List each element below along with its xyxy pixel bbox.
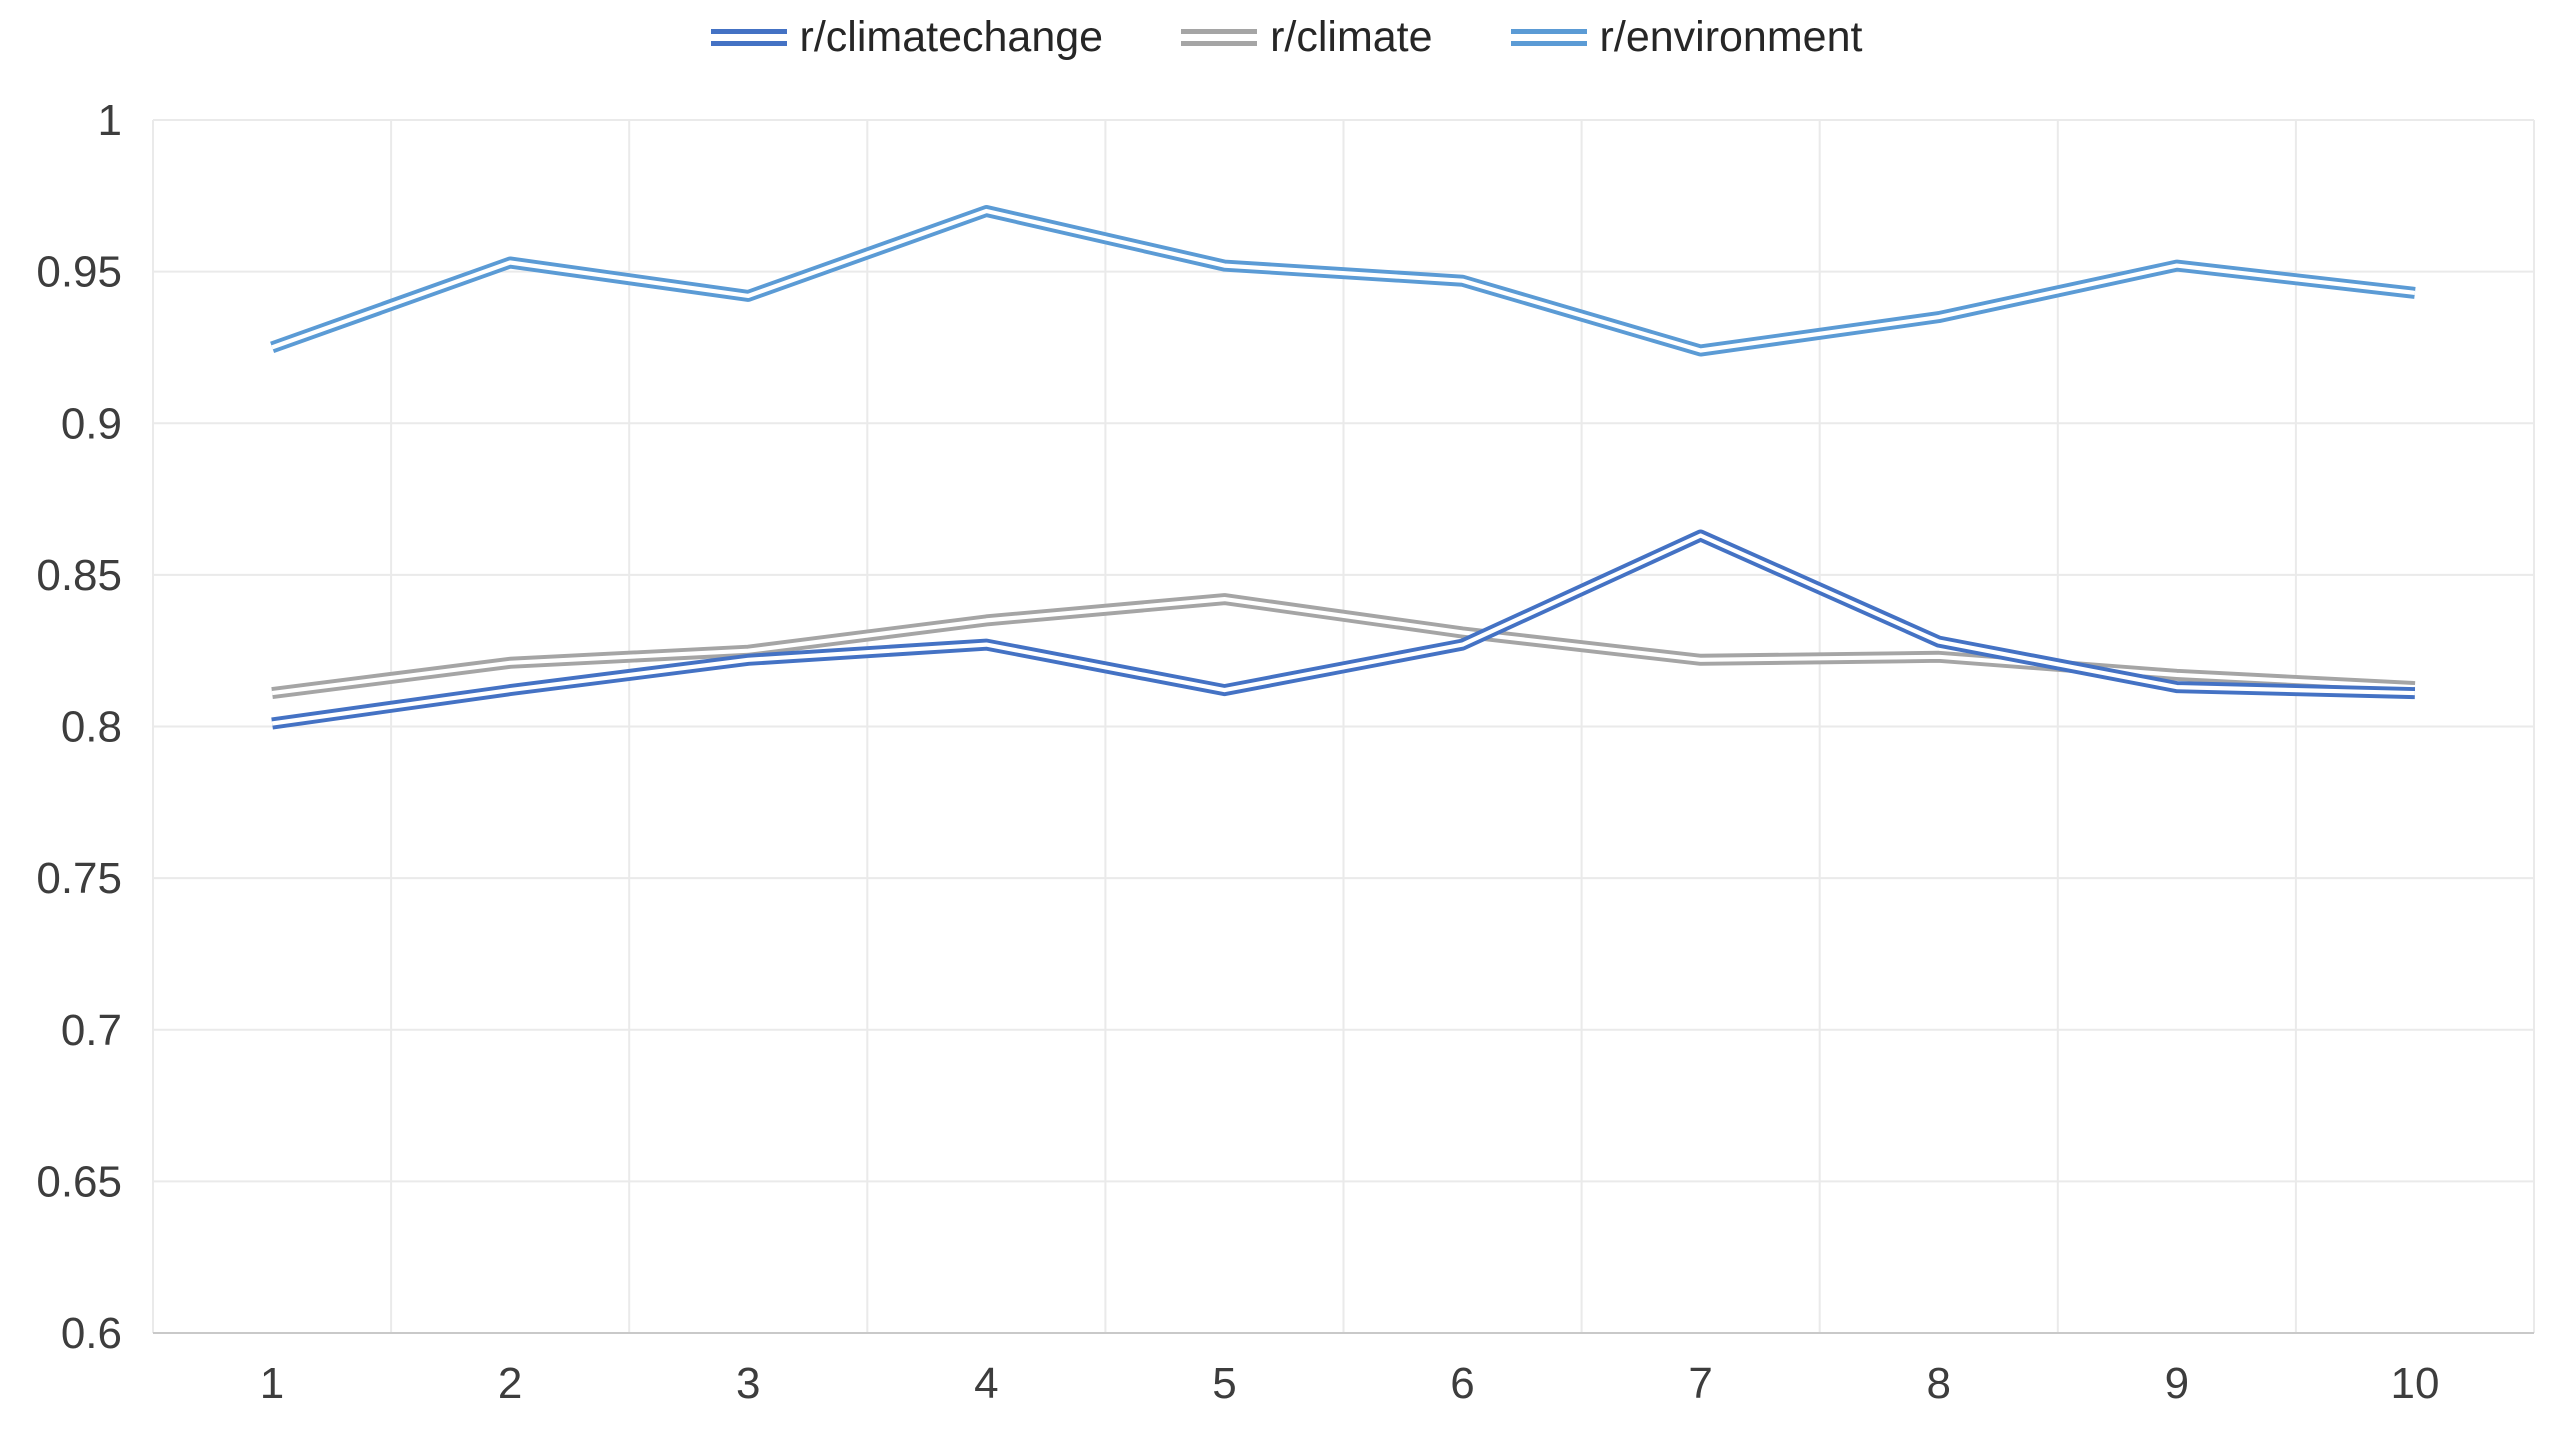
x-tick-label: 6	[1450, 1359, 1474, 1408]
x-tick-label: 8	[1927, 1359, 1951, 1408]
y-tick-label: 0.75	[36, 854, 122, 903]
x-tick-label: 9	[2165, 1359, 2189, 1408]
x-axis-tick-labels: 1 2 3 4 5 6 7 8 9 10	[260, 1359, 2440, 1408]
y-tick-label: 0.9	[61, 399, 122, 448]
x-tick-label: 1	[260, 1359, 284, 1408]
y-axis-tick-labels: 1 0.95 0.9 0.85 0.8 0.75 0.7 0.65 0.6	[36, 96, 122, 1358]
y-tick-label: 0.7	[61, 1006, 122, 1055]
x-tick-label: 5	[1212, 1359, 1236, 1408]
series-line-r-climatechange	[271, 529, 2416, 730]
series-inner-stripe	[271, 208, 2416, 353]
y-tick-label: 1	[98, 96, 122, 145]
x-tick-label: 2	[498, 1359, 522, 1408]
y-tick-label: 0.65	[36, 1157, 122, 1206]
y-tick-label: 0.6	[61, 1309, 122, 1358]
y-tick-label: 0.85	[36, 551, 122, 600]
x-tick-label: 7	[1688, 1359, 1712, 1408]
gridlines	[152, 119, 2535, 1334]
series-line-r-environment	[270, 205, 2416, 357]
y-tick-label: 0.95	[36, 248, 122, 297]
x-tick-label: 3	[736, 1359, 760, 1408]
y-tick-label: 0.8	[61, 703, 122, 752]
x-tick-label: 4	[974, 1359, 998, 1408]
series-lines	[270, 205, 2416, 730]
x-tick-label: 10	[2390, 1359, 2439, 1408]
series-inner-stripe	[271, 533, 2415, 726]
